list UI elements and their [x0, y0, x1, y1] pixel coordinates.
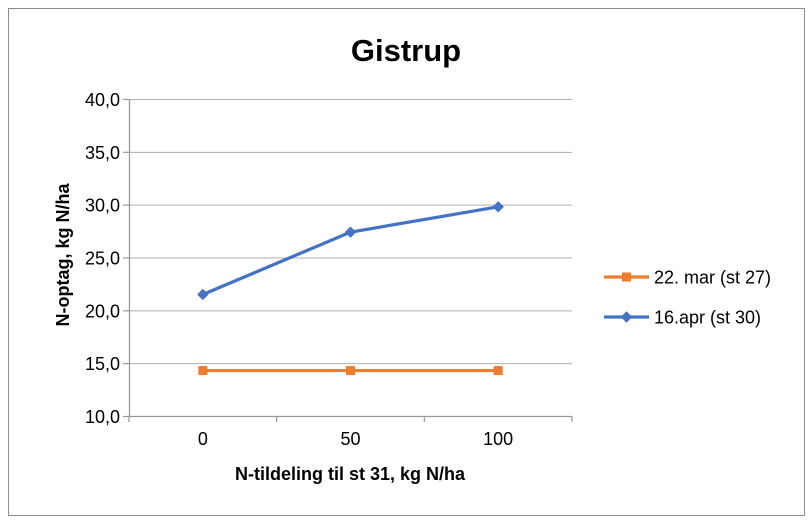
x-axis-title: N-tildeling til st 31, kg N/ha [235, 464, 466, 484]
x-tick-label: 50 [340, 429, 360, 449]
legend-marker-icon [620, 311, 633, 323]
y-tick-label: 40,0 [85, 90, 120, 110]
y-axis-title: N-optag, kg N/ha [53, 183, 73, 327]
x-tick-label: 100 [483, 429, 513, 449]
legend-item: 16.apr (st 30) [604, 308, 761, 328]
legend-label: 22. mar (st 27) [654, 268, 771, 288]
y-tick-label: 30,0 [85, 196, 120, 216]
data-point-marker [493, 366, 503, 376]
y-tick-label: 15,0 [85, 354, 120, 374]
legend: 22. mar (st 27) 16.apr (st 30) [604, 268, 771, 328]
data-point-marker [344, 226, 357, 238]
y-tick-label: 25,0 [85, 249, 120, 269]
data-point-marker [346, 366, 355, 376]
y-tick-label: 10,0 [85, 407, 120, 427]
data-point-marker [198, 366, 208, 376]
data-point-marker [197, 288, 209, 301]
y-tick-label: 20,0 [85, 301, 120, 321]
y-tick-label: 35,0 [85, 143, 120, 163]
series-0 [198, 366, 503, 376]
tick-labels-layer: 40,0 35,0 30,0 25,0 20,0 15,0 10,0 0 50 100 [85, 90, 513, 449]
chart-border [8, 8, 805, 516]
series-layer [197, 201, 504, 376]
series-1 [197, 201, 504, 301]
data-point-marker [492, 201, 504, 213]
axes-layer [123, 98, 573, 422]
legend-item: 22. mar (st 27) [604, 268, 771, 288]
legend-marker-icon [622, 272, 631, 282]
legend-label: 16.apr (st 30) [654, 308, 761, 328]
chart-title: Gistrup [351, 33, 461, 68]
x-tick-label: 0 [198, 429, 208, 449]
